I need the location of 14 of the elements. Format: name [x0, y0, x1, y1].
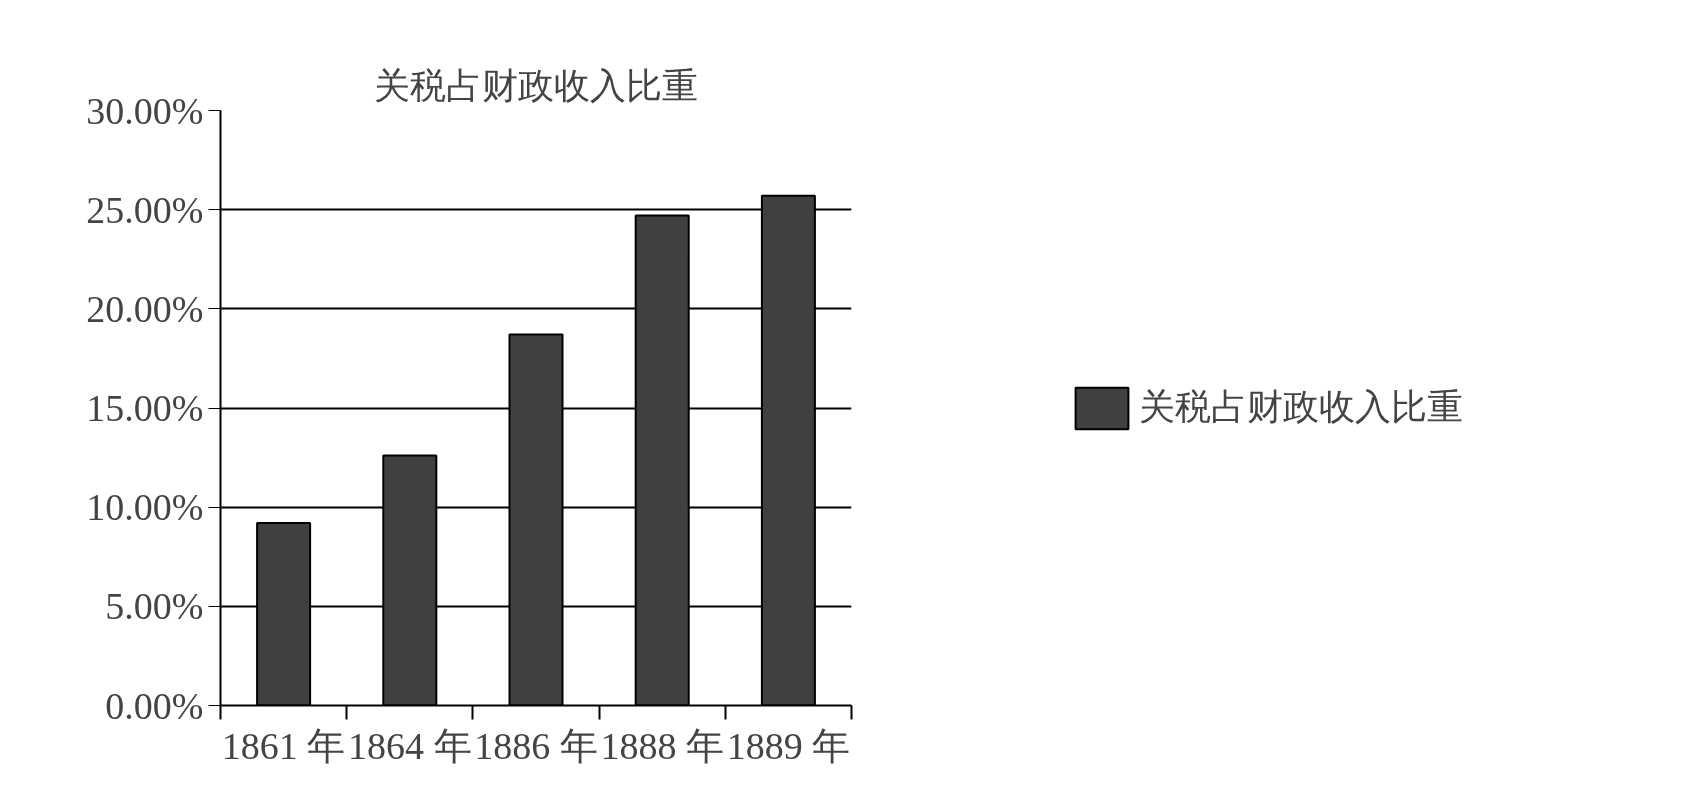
y-tick-label: 5.00% — [105, 585, 204, 628]
y-tick-label: 30.00% — [86, 89, 204, 132]
x-tick-label: 1889 年 — [726, 724, 851, 767]
y-tick-label: 0.00% — [105, 684, 204, 727]
x-tick-label: 1888 年 — [600, 724, 724, 767]
y-tick-label: 20.00% — [86, 287, 204, 330]
y-tick-label: 25.00% — [86, 188, 204, 231]
x-tick-label: 1864 年 — [348, 724, 472, 767]
chart-title: 关税占财政收入比重 — [374, 65, 698, 106]
x-tick-label: 1886 年 — [474, 724, 598, 767]
x-tick-label: 1861 年 — [221, 724, 346, 767]
y-tick-label: 10.00% — [86, 486, 204, 529]
legend-label: 关税占财政收入比重 — [1139, 386, 1463, 429]
y-tick-label: 15.00% — [86, 387, 204, 429]
